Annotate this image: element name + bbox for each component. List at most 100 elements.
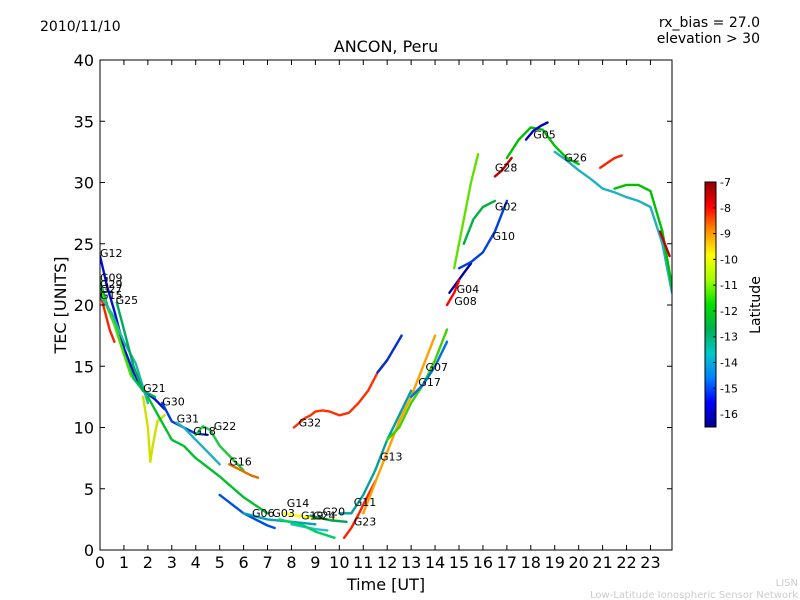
satellite-labels: G12G09G29G27G15G25G21G30G31G18G22G16G14G…: [100, 128, 587, 528]
x-axis-label: Time [UT]: [346, 575, 425, 594]
rx-bias-label: rx_bias = 27.0: [659, 15, 760, 31]
y-tick-label: 40: [74, 51, 94, 70]
colorbar-tick-label: -9: [720, 228, 731, 241]
footer-lisn: LISN: [776, 578, 798, 589]
y-tick-label: 5: [84, 480, 94, 499]
colorbar-ticks: -7 -8 -9 -10 -11 -12 -13 -14 -15 -16: [713, 176, 738, 421]
x-tick-label: 16: [473, 553, 493, 572]
x-tick-label: 23: [640, 553, 660, 572]
series-g02: [453, 153, 480, 270]
y-tick-label: 0: [84, 541, 94, 560]
colorbar-tick-label: -15: [720, 382, 738, 395]
sat-label-g32: G32: [299, 416, 322, 429]
series-layer: [100, 121, 672, 539]
sat-label-g19: G19: [301, 509, 324, 522]
series-g21: [141, 395, 166, 463]
colorbar-label: Latitude: [748, 276, 764, 334]
series-g32b: [376, 334, 403, 374]
x-axis: 0 1 2 3 4 5 6 7 8 9 10 11 12 13 14 15 16 17 18 19 20 21 22 23: [95, 60, 661, 572]
series-g11: [338, 389, 413, 515]
x-tick-label: 5: [215, 553, 225, 572]
footer-network: Low-Latitude Ionospheric Sensor Network: [590, 590, 798, 600]
sat-label-g07: G07: [426, 361, 449, 374]
y-tick-label: 35: [74, 112, 94, 131]
sat-label-g20: G20: [323, 506, 346, 519]
series-g08: [445, 279, 461, 307]
x-tick-label: 3: [167, 553, 177, 572]
date-label: 2010/11/10: [40, 19, 121, 35]
colorbar-tick-label: -11: [720, 279, 738, 292]
series-g07: [386, 328, 449, 441]
sat-label-g27: G27: [100, 283, 123, 296]
x-tick-label: 20: [568, 553, 588, 572]
plot-frame: [99, 59, 673, 551]
series-g20: [309, 514, 348, 523]
series-g29: [100, 291, 116, 343]
x-tick-label: 4: [191, 553, 201, 572]
sat-label-g09: G09: [100, 272, 123, 285]
series-g24: [278, 518, 336, 539]
series-g16: [227, 463, 260, 479]
sat-label-g10: G10: [493, 230, 516, 243]
series-g18: [146, 395, 269, 515]
y-tick-label: 30: [74, 174, 94, 193]
sat-label-g22: G22: [214, 420, 237, 433]
sat-label-g30: G30: [162, 395, 185, 408]
sat-label-g28: G28: [495, 162, 518, 175]
series-g32: [292, 358, 389, 429]
elevation-label: elevation > 30: [657, 31, 760, 47]
sat-label-g21: G21: [143, 382, 166, 395]
colorbar-tick-label: -12: [720, 305, 738, 318]
sat-label-g31: G31: [177, 413, 200, 426]
sat-label-g14: G14: [287, 497, 310, 510]
colorbar-tick-label: -10: [720, 253, 738, 266]
series-g26: [553, 150, 672, 294]
series-g25: [115, 301, 157, 399]
colorbar: -7 -8 -9 -10 -11 -12 -13 -14 -15 -16 Latitude: [704, 176, 764, 428]
x-tick-label: 18: [521, 553, 541, 572]
series-g31: [175, 421, 221, 466]
series-g05: [505, 126, 580, 166]
series-g22: [194, 425, 245, 472]
sat-label-g06: G06: [252, 507, 275, 520]
y-tick-label: 10: [74, 419, 94, 438]
x-tick-label: 17: [497, 553, 517, 572]
series-g02b: [462, 199, 497, 246]
x-tick-label: 10: [329, 553, 349, 572]
colorbar-tick-label: -13: [720, 331, 738, 344]
sat-label-g26: G26: [564, 152, 587, 165]
y-axis: 0 5 10 15 20 25 30 35 40: [74, 51, 672, 560]
series-g26b: [599, 154, 623, 170]
series-g04: [448, 262, 473, 294]
x-tick-label: 2: [143, 553, 153, 572]
sat-label-g04: G04: [457, 283, 480, 296]
colorbar-tick-label: -7: [720, 176, 731, 189]
y-axis-label: TEC [UNITS]: [51, 257, 70, 355]
sat-label-g29: G29: [100, 278, 123, 291]
series-g13: [362, 334, 437, 515]
x-tick-label: 15: [449, 553, 469, 572]
series-g15: [100, 294, 150, 405]
x-tick-label: 8: [286, 553, 296, 572]
series-g17: [409, 340, 449, 399]
sat-label-g12: G12: [100, 247, 123, 260]
sat-label-g16: G16: [229, 456, 252, 469]
series-g12: [100, 254, 166, 411]
series-g06: [218, 493, 276, 530]
sat-label-g05: G05: [533, 128, 556, 141]
colorbar-gradient: [704, 181, 717, 428]
x-tick-label: 0: [95, 553, 105, 572]
series-g05b: [524, 121, 549, 141]
sat-label-g18: G18: [193, 425, 216, 438]
sat-label-g17: G17: [418, 376, 441, 389]
x-tick-label: 22: [616, 553, 636, 572]
x-tick-label: 21: [592, 553, 612, 572]
series-g23: [342, 480, 377, 539]
sat-label-g23: G23: [354, 516, 377, 529]
colorbar-tick-label: -16: [720, 408, 738, 421]
series-g10: [457, 199, 509, 270]
x-tick-label: 1: [119, 553, 129, 572]
y-tick-label: 20: [74, 296, 94, 315]
sat-label-g02: G02: [495, 201, 518, 214]
